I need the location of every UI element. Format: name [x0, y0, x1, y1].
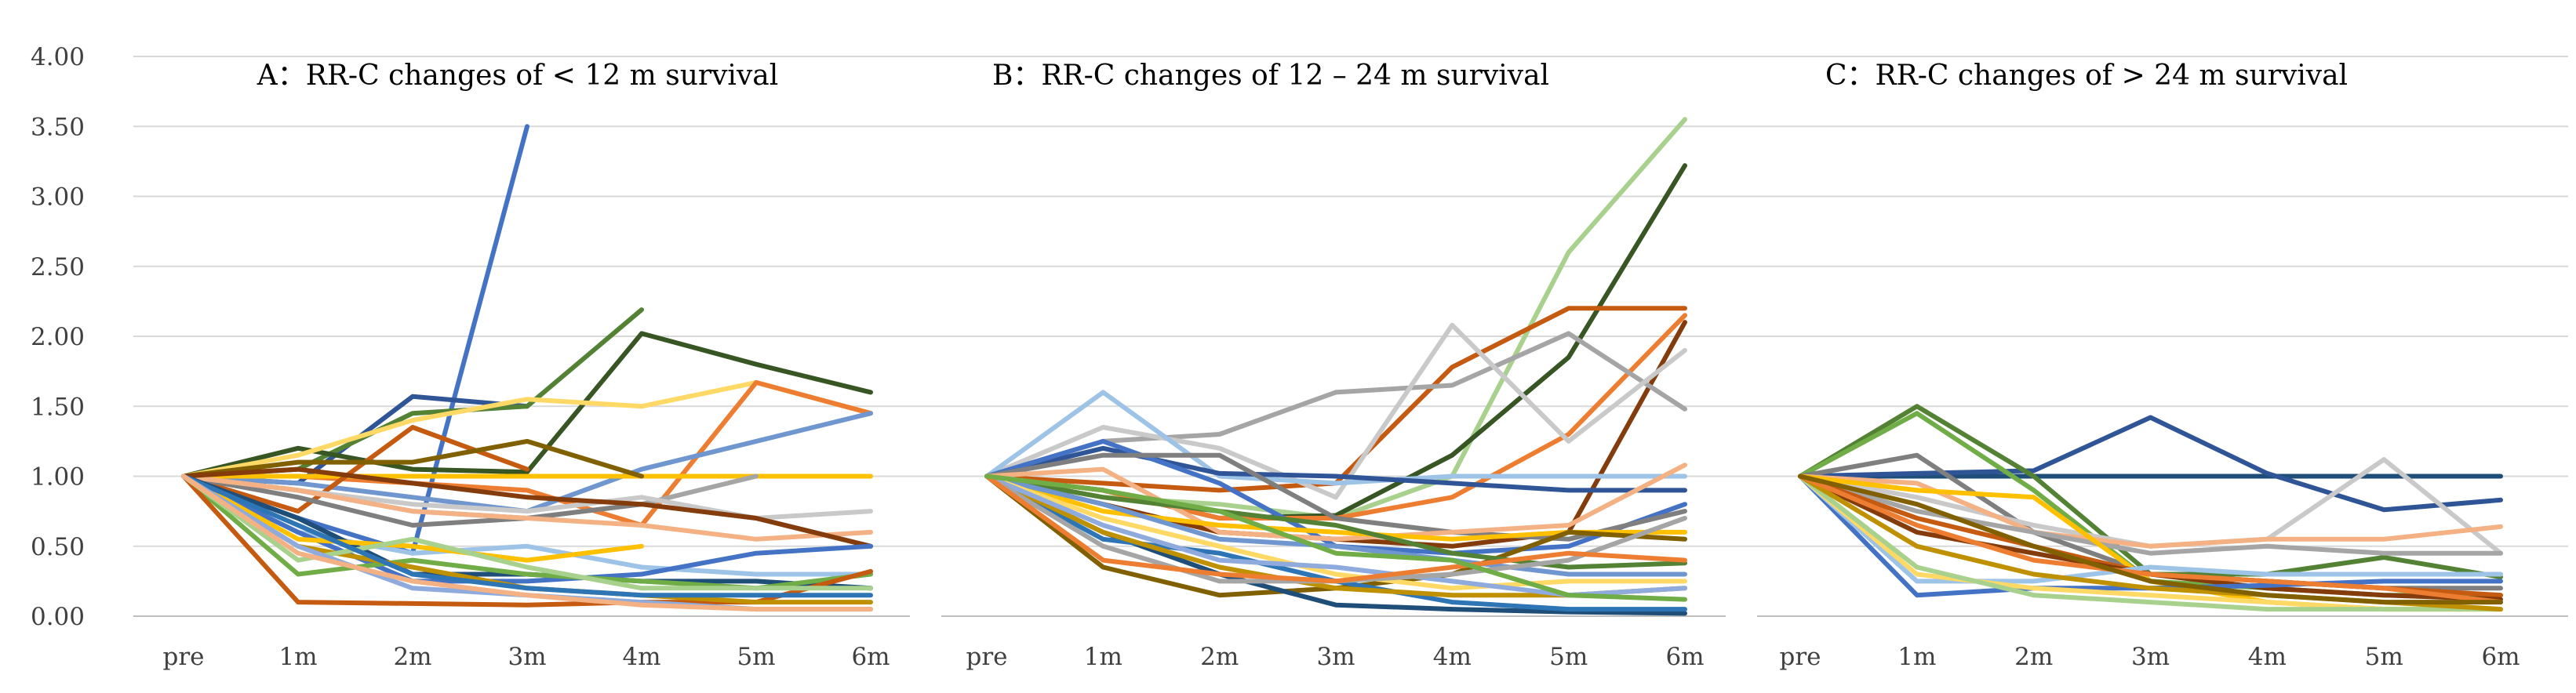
x-tick-label: 1m [1897, 643, 1936, 671]
series-line [984, 473, 1687, 577]
series-line [1798, 473, 2503, 605]
x-tick-label: 2m [393, 643, 431, 671]
panel-c: C：RR-C changes of > 24 m survival pre 1m 2… [1779, 60, 2520, 671]
x-tick-label: 2m [1200, 643, 1239, 671]
panel-b-title: B：RR-C changes of 12 – 24 m survival [992, 60, 1549, 92]
series-line [984, 390, 1687, 486]
y-tick-label: 3.00 [31, 183, 85, 212]
series-line [984, 452, 1687, 542]
x-tick-label: 3m [1316, 643, 1355, 671]
y-tick-label: 0.00 [31, 603, 85, 631]
series-line [1798, 415, 2503, 513]
panel-a-title: A：RR-C changes of < 12 m survival [257, 60, 779, 92]
y-tick-label: 3.50 [31, 113, 85, 141]
x-tick-label: 4m [1433, 643, 1472, 671]
series-line [1798, 473, 2503, 605]
x-tick-label: pre [162, 643, 204, 671]
x-tick-label: 3m [508, 643, 546, 671]
series-line [181, 473, 873, 591]
series-line [181, 425, 529, 514]
panel-c-series [1798, 404, 2503, 612]
series-line [984, 445, 1687, 493]
x-tick-label: 4m [2248, 643, 2287, 671]
panel-b-x-ticks: pre 1m 2m 3m 4m 5m 6m [966, 643, 1704, 671]
series-line [181, 473, 644, 563]
series-line [984, 473, 1687, 570]
series-line [181, 473, 873, 612]
panel-b-series [984, 117, 1687, 616]
panel-c-title: C：RR-C changes of > 24 m survival [1825, 60, 2348, 92]
series-line [181, 473, 873, 542]
y-tick-label: 4.00 [31, 43, 85, 71]
series-line [181, 473, 873, 584]
panel-a-x-ticks: pre 1m 2m 3m 4m 5m 6m [162, 643, 890, 671]
y-tick-label: 1.00 [31, 463, 85, 492]
series-line [984, 473, 1687, 602]
panel-b: B：RR-C changes of 12 – 24 m survival pre… [966, 60, 1704, 671]
y-tick-label: 2.00 [31, 323, 85, 351]
panel-a: A：RR-C changes of < 12 m survival pre 1m 2… [162, 60, 890, 671]
series-line [984, 322, 1687, 500]
x-tick-label: 3m [2131, 643, 2170, 671]
series-line [1798, 473, 2503, 612]
x-tick-label: 1m [278, 643, 317, 671]
series-line [181, 466, 873, 549]
series-line [181, 473, 873, 598]
panel-a-series [181, 124, 873, 612]
series-line [181, 331, 873, 479]
x-tick-label: pre [966, 643, 1007, 671]
panel-c-x-ticks: pre 1m 2m 3m 4m 5m 6m [1779, 643, 2520, 671]
y-tick-label: 0.50 [31, 533, 85, 561]
series-line [1798, 473, 2503, 584]
series-line [1798, 473, 2503, 556]
series-line [181, 307, 644, 479]
y-tick-label: 2.50 [31, 253, 85, 281]
x-tick-label: 4m [622, 643, 660, 671]
series-line [984, 473, 1687, 584]
series-line [984, 473, 1687, 591]
series-line [1798, 473, 2503, 549]
series-line [181, 438, 644, 479]
series-line [984, 463, 1687, 542]
x-tick-label: 5m [1549, 643, 1588, 671]
x-tick-label: 6m [1665, 643, 1704, 671]
series-line [984, 331, 1687, 479]
x-tick-label: 5m [737, 643, 775, 671]
y-axis: 0.00 0.50 1.00 1.50 2.00 2.50 3.00 3.50 4.00 [31, 43, 85, 631]
x-tick-label: 1m [1084, 643, 1122, 671]
y-tick-label: 1.50 [31, 393, 85, 421]
x-tick-label: 2m [2014, 643, 2053, 671]
x-tick-label: 6m [851, 643, 890, 671]
x-tick-label: 6m [2481, 643, 2520, 671]
x-tick-label: 5m [2365, 643, 2403, 671]
x-tick-label: pre [1779, 643, 1821, 671]
